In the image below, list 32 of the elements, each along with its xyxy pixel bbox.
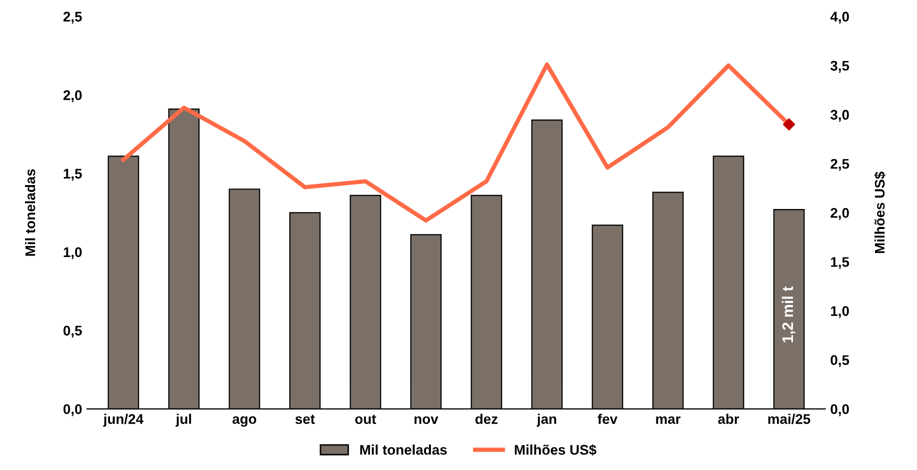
x-tick-label: mai/25 bbox=[768, 414, 810, 424]
y2-tick-label: 4,0 bbox=[830, 12, 849, 24]
y2-axis-title: Milhões US$ bbox=[874, 172, 886, 254]
y-tick-label: 0,0 bbox=[63, 404, 82, 416]
legend-label: Mil toneladas bbox=[360, 444, 447, 455]
y2-tick-label: 1,5 bbox=[831, 257, 850, 269]
y-tick-label: 0,5 bbox=[63, 326, 82, 338]
y-tick-label: 1,5 bbox=[64, 168, 82, 181]
y-axis-title: Mil toneladas bbox=[25, 169, 36, 256]
x-tick-label: jan bbox=[536, 414, 556, 427]
y2-tick-label: 3,5 bbox=[830, 60, 850, 73]
x-tick-label: jul bbox=[176, 414, 192, 427]
y-tick-label: 2,0 bbox=[63, 90, 82, 102]
x-tick-label: out bbox=[355, 414, 376, 424]
x-tick-label: jun/24 bbox=[103, 414, 144, 427]
x-tick-label: fev bbox=[598, 414, 618, 424]
x-tick-label: nov bbox=[414, 416, 438, 424]
y-tick-label: 2,5 bbox=[63, 12, 82, 24]
y2-tick-label: 0,0 bbox=[830, 404, 849, 416]
x-tick-label: mar bbox=[656, 416, 681, 424]
y2-tick-label: 2,0 bbox=[830, 208, 849, 220]
y2-tick-label: 1,0 bbox=[831, 306, 849, 318]
x-tick-label: set bbox=[295, 414, 315, 424]
legend-label: Milhões US$ bbox=[514, 444, 596, 456]
x-tick-label: abr bbox=[718, 414, 740, 424]
x-tick-label: dez bbox=[475, 414, 498, 424]
x-tick-label: ago bbox=[232, 416, 256, 427]
annotation: 1,2 mil t bbox=[782, 286, 796, 342]
y2-tick-label: 3,0 bbox=[830, 110, 849, 122]
y2-tick-label: 0,5 bbox=[830, 355, 850, 368]
y-tick-label: 1,0 bbox=[64, 247, 82, 260]
y2-tick-label: 2,5 bbox=[830, 158, 850, 171]
